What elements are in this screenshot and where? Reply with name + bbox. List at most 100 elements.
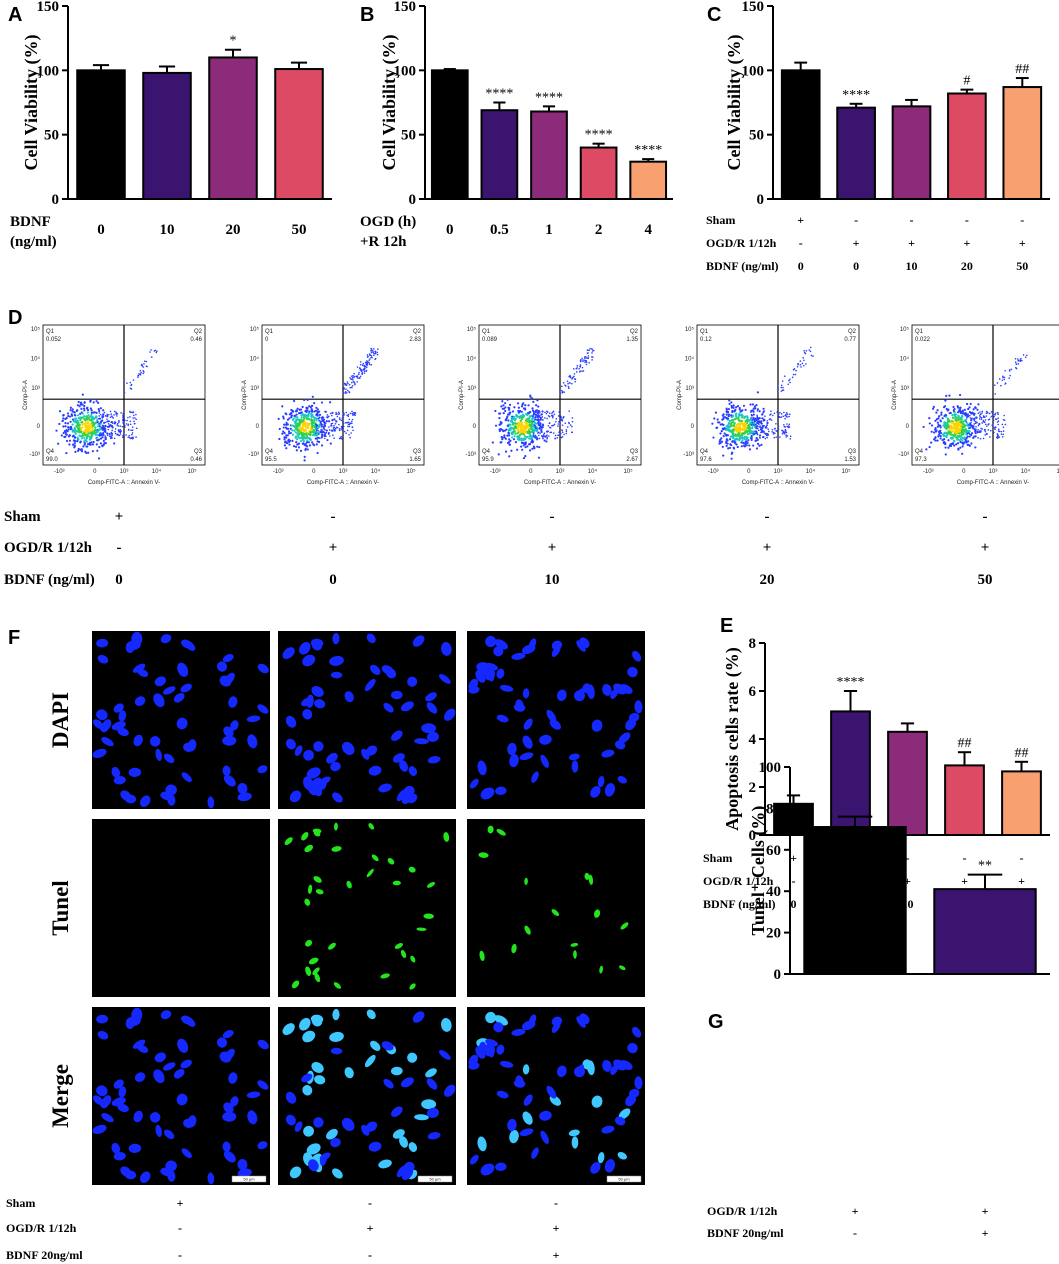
scatter-dot (957, 420, 960, 423)
bar (142, 71, 192, 200)
scatter-dot (508, 407, 511, 410)
scatter-dot (109, 416, 112, 419)
nucleus (507, 1118, 517, 1132)
condition-label: OGD/R 1/12h (706, 236, 777, 250)
scatter-dot (569, 382, 571, 384)
nucleus (409, 983, 416, 990)
scatter-dot (294, 410, 298, 413)
condition-label: Sham (6, 1196, 35, 1210)
nucleus (619, 965, 626, 971)
nucleus (408, 866, 416, 873)
scatter-dot (722, 423, 725, 426)
scatter-dot (741, 439, 744, 442)
scatter-dot (997, 413, 999, 416)
scatter-dot (321, 418, 323, 421)
nucleus (571, 1136, 579, 1149)
nucleus (341, 1117, 355, 1131)
scatter-dot (351, 414, 354, 416)
nucleus (368, 765, 382, 776)
scatter-dot (106, 434, 109, 437)
scatter-dot (537, 414, 540, 417)
nucleus (479, 950, 485, 962)
scatter-dot (518, 430, 521, 434)
y-axis-label: Apoptosis cells rate (%) (722, 647, 743, 830)
scatter-dot (746, 441, 749, 445)
row-label: (ng/ml) (10, 234, 57, 250)
scatter-dot (99, 413, 102, 416)
flow-x-tick: 10⁵ (187, 468, 197, 475)
nucleus (113, 1151, 126, 1161)
scatter-dot (764, 437, 767, 440)
scatter-dot (333, 424, 335, 427)
scatter-dot (563, 433, 565, 436)
scatter-dot (70, 427, 73, 430)
scatter-dot (530, 430, 534, 433)
flow-y-tick: 10³ (467, 386, 476, 392)
scatter-dot (69, 425, 73, 429)
scatter-dot (746, 415, 749, 418)
scatter-dot (725, 433, 728, 436)
nucleus (308, 783, 319, 796)
scatter-dot (500, 405, 503, 408)
scatter-dot (581, 370, 583, 373)
scatter-dot (303, 459, 306, 462)
scatter-dot (994, 428, 996, 431)
scatter-dot (518, 410, 521, 414)
scatter-dot (81, 403, 84, 406)
scatter-dot (785, 436, 788, 438)
scatter-dot (88, 438, 92, 441)
row-label: +R 12h (360, 234, 407, 250)
scatter-dot (932, 405, 935, 408)
scatter-dot (541, 413, 543, 416)
scatter-dot (526, 445, 529, 448)
nucleus (154, 1052, 167, 1063)
scatter-dot (499, 421, 502, 424)
scatter-dot (528, 449, 532, 452)
scatter-dot (944, 415, 948, 418)
scatter-dot (1002, 430, 1005, 432)
scatter-dot (719, 423, 722, 426)
scatter-dot (579, 364, 582, 366)
scatter-dot (980, 413, 982, 415)
condition-value: - (854, 213, 858, 227)
scatter-dot (974, 429, 977, 432)
scatter-dot (352, 374, 354, 377)
scatter-dot (1003, 414, 1005, 417)
scatter-dot (587, 357, 590, 360)
nucleus (313, 1117, 324, 1128)
scatter-dot (561, 435, 564, 438)
scatter-dot (523, 442, 526, 445)
scatter-dot (311, 420, 314, 423)
scatter-dot (541, 410, 544, 413)
scatter-dot (296, 438, 299, 441)
scatter-dot (350, 375, 353, 377)
nucleus (495, 1162, 507, 1172)
scatter-dot (80, 448, 83, 451)
scatter-dot (970, 434, 973, 437)
quadrant-name: Q1 (482, 329, 491, 335)
scatter-dot (731, 433, 735, 436)
scatter-dot (538, 434, 540, 437)
scatter-dot (74, 414, 77, 417)
scatter-dot (76, 419, 79, 422)
scatter-dot (304, 429, 307, 432)
scatter-dot (286, 441, 289, 445)
scatter-dot (940, 432, 943, 435)
scatter-dot (82, 407, 86, 410)
scatter-dot (358, 377, 360, 380)
quadrant-value-q4: 95.9 (482, 457, 494, 463)
scatter-dot (1017, 363, 1020, 365)
nucleus (311, 1061, 324, 1073)
scatter-dot (977, 437, 979, 439)
scatter-dot (786, 425, 788, 428)
scatter-dot (74, 419, 77, 422)
scatter-dot (298, 418, 301, 422)
nucleus (113, 703, 124, 713)
scatter-dot (933, 428, 937, 431)
scatter-dot (312, 415, 315, 419)
scatter-dot (351, 412, 354, 415)
quadrant-name: Q4 (482, 449, 491, 455)
scatter-dot (324, 410, 326, 413)
nucleus (477, 760, 487, 776)
